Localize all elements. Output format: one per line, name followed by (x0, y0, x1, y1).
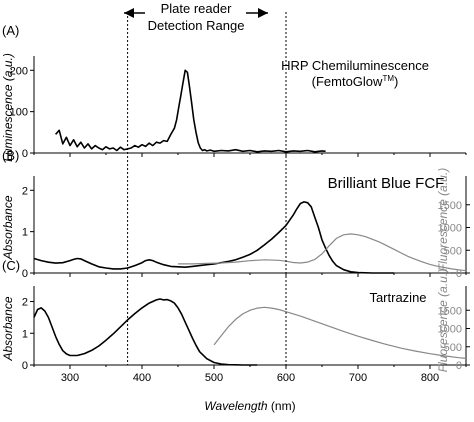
panel-label: (A) (2, 23, 19, 38)
series-line-2 (178, 233, 467, 272)
x-axis-label: Wavelength (nm) (204, 399, 295, 413)
y-tick-label: 2 (22, 297, 28, 309)
series-line-1 (33, 298, 258, 366)
y-tick-label: 0 (22, 148, 28, 160)
x-tick-label: 300 (61, 372, 79, 384)
y-tick-label: 100 (10, 107, 28, 119)
x-tick-label: 600 (277, 372, 295, 384)
x-tick-label: 700 (349, 372, 367, 384)
y-axis-label: Absorbance (1, 296, 15, 361)
x-axis-label-unit: (nm) (268, 399, 296, 413)
y2-tick-label: 1500 (438, 200, 462, 212)
y-tick-label: 0 (22, 360, 28, 372)
series-line-2 (213, 306, 467, 359)
y-tick-label: 0 (22, 268, 28, 280)
y-tick-label: 1 (22, 328, 28, 340)
detection-range-header: Plate reader Detection Range (124, 1, 268, 33)
y2-tick-label: 1000 (438, 324, 462, 336)
panel-title: Brilliant Blue FCF (328, 175, 445, 192)
arrowhead-right-icon (258, 8, 268, 18)
y2-tick-label: 500 (444, 342, 462, 354)
panel-label: (C) (2, 258, 20, 273)
panel-3: 0 1 2 0 500 1000 1500 300 400 500 600 700 800 (C) Abso… (1, 258, 470, 384)
series-line-1 (33, 201, 394, 274)
y2-axis-label: Fluorescence (a.u.) (436, 269, 450, 372)
x-tick-label: 400 (133, 372, 151, 384)
y-tick-label: 200 (10, 65, 28, 77)
y2-tick-label: 0 (456, 360, 462, 372)
y-axis-label: Absorbance (1, 195, 15, 260)
y-axis-label: Luminescence (a.u.) (1, 53, 15, 162)
header-line1: Plate reader (161, 1, 232, 16)
panel-title: Tartrazine (369, 290, 426, 305)
y-tick-label: 2 (22, 185, 28, 197)
y2-tick-label: 1500 (438, 305, 462, 317)
y2-axis-label: Fluorescence (a.u.) (436, 168, 450, 271)
panel-title: HRP Chemiluminescence (281, 58, 429, 73)
panel-label: (B) (2, 148, 19, 163)
y2-tick-label: 500 (444, 245, 462, 257)
y2-tick-label: 1000 (438, 223, 462, 235)
arrowhead-left-icon (124, 8, 134, 18)
x-tick-label: 800 (421, 372, 439, 384)
panel-1: 0 100 200 (A) Luminescence (a.u.) HRP Chemilu… (1, 23, 467, 162)
panel-subtitle: (FemtoGlowTM) (312, 74, 399, 89)
y-tick-label: 1 (22, 227, 28, 239)
x-tick-label: 500 (205, 372, 223, 384)
panel-2: 0 1 2 0 500 1000 1500 (B) Absorbance Fluorescence… (1, 148, 470, 280)
x-axis-label-main: Wavelength (204, 399, 267, 413)
series-line-1 (54, 69, 326, 153)
header-line2: Detection Range (148, 18, 245, 33)
y2-tick-label: 0 (456, 268, 462, 280)
